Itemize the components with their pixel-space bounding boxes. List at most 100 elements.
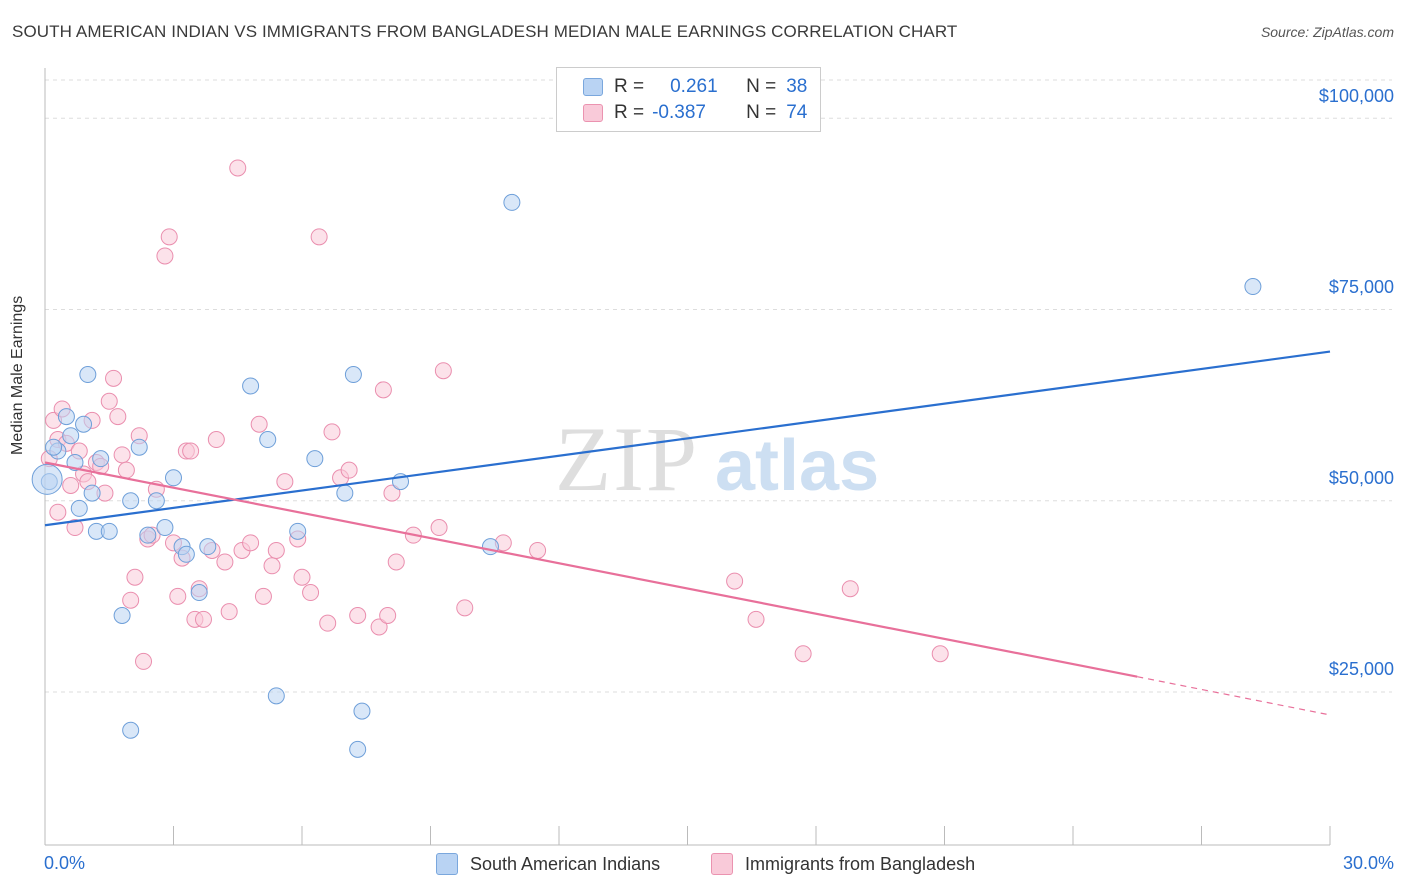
data-point-bangladesh	[122, 591, 140, 609]
data-point-bangladesh	[263, 557, 281, 575]
data-point-bangladesh	[242, 534, 260, 552]
stats-box: R = 0.261 N = 38 R = -0.387 N = 74	[556, 67, 821, 132]
data-point-south-american-indian	[83, 484, 101, 502]
n-value-blue: 38	[786, 76, 808, 97]
x-tick-min: 0.0%	[44, 853, 86, 873]
data-point-bangladesh	[747, 610, 765, 628]
data-point-south-american-indian	[165, 469, 182, 487]
data-point-bangladesh	[383, 484, 401, 502]
y-tick-25000: $25,000	[1328, 659, 1394, 679]
r-value-blue: 0.261	[670, 76, 718, 97]
data-point-south-american-indian	[122, 492, 140, 510]
data-point-bangladesh	[529, 541, 547, 559]
data-point-south-american-indian	[31, 463, 63, 495]
data-point-bangladesh	[374, 381, 392, 399]
y-axis-label: Median Male Earnings	[9, 295, 26, 455]
data-point-bangladesh	[434, 362, 452, 380]
data-point-south-american-indian	[289, 522, 307, 540]
data-point-south-american-indian	[336, 484, 354, 502]
data-point-bangladesh	[379, 607, 397, 624]
y-tick-50000: $50,000	[1328, 468, 1394, 488]
data-point-south-american-indian	[349, 740, 367, 758]
data-point-bangladesh	[456, 599, 474, 617]
blue-swatch	[583, 78, 603, 96]
data-point-south-american-indian	[70, 499, 88, 517]
legend-item-south-american-indians: South American Indians	[436, 853, 660, 875]
data-point-bangladesh	[49, 503, 67, 521]
data-point-bangladesh	[387, 553, 405, 571]
data-point-bangladesh	[66, 519, 84, 537]
data-point-bangladesh	[160, 228, 178, 246]
data-point-bangladesh	[105, 369, 123, 387]
data-point-south-american-indian	[130, 438, 148, 456]
r-value-pink: -0.387	[652, 102, 706, 123]
data-point-south-american-indian	[242, 377, 260, 395]
data-point-bangladesh	[340, 461, 358, 479]
trend-lines	[44, 350, 1331, 716]
data-point-south-american-indian	[100, 522, 118, 540]
data-point-bangladesh	[220, 603, 238, 621]
r-label-blue: R =	[614, 76, 645, 97]
pink-swatch	[583, 104, 603, 122]
data-point-bangladesh	[62, 476, 80, 494]
n-label-pink: N =	[746, 102, 777, 123]
trend-line-bangladesh-extension	[1137, 676, 1331, 716]
data-point-south-american-indian	[190, 584, 208, 602]
chart-title: SOUTH AMERICAN INDIAN VS IMMIGRANTS FROM…	[12, 22, 958, 41]
data-point-bangladesh	[254, 587, 272, 605]
data-point-bangladesh	[207, 431, 225, 449]
data-point-bangladesh	[250, 415, 268, 433]
data-point-bangladesh	[726, 572, 744, 590]
data-point-bangladesh	[126, 568, 144, 586]
data-point-bangladesh	[293, 568, 311, 586]
data-point-south-american-indian	[306, 450, 324, 468]
stats-row-pink: R = -0.387 N = 74	[557, 100, 807, 126]
bangladesh-points	[40, 159, 949, 670]
data-point-south-american-indian	[45, 438, 63, 456]
trend-line-bangladesh	[44, 461, 1138, 678]
data-point-bangladesh	[117, 461, 135, 479]
data-point-south-american-indian	[259, 431, 277, 449]
data-point-south-american-indian	[1244, 278, 1262, 296]
svg-text:ZIP: ZIP	[555, 408, 699, 510]
data-point-south-american-indian	[344, 366, 362, 384]
trend-line-south-american-indians	[44, 350, 1331, 527]
source-label: Source: ZipAtlas.com	[1260, 24, 1394, 40]
data-point-south-american-indian	[122, 721, 140, 739]
legend-label-pink: Immigrants from Bangladesh	[745, 853, 976, 874]
data-point-bangladesh	[182, 442, 200, 460]
south-american-indian-points	[31, 193, 1262, 758]
data-point-bangladesh	[267, 541, 285, 559]
data-point-south-american-indian	[156, 519, 174, 537]
data-point-south-american-indian	[92, 450, 110, 468]
data-point-south-american-indian	[62, 427, 80, 445]
data-point-bangladesh	[156, 247, 174, 265]
data-point-bangladesh	[135, 652, 153, 670]
data-point-south-american-indian	[199, 538, 217, 556]
data-point-bangladesh	[109, 408, 127, 426]
data-point-bangladesh	[430, 519, 448, 537]
data-point-bangladesh	[113, 446, 131, 464]
data-point-bangladesh	[349, 607, 367, 624]
data-point-bangladesh	[216, 553, 234, 571]
n-label-blue: N =	[746, 76, 777, 97]
data-point-south-american-indian	[113, 607, 131, 624]
data-point-bangladesh	[100, 392, 118, 410]
data-point-south-american-indian	[503, 193, 521, 211]
data-point-bangladesh	[276, 473, 294, 491]
legend-label-blue: South American Indians	[470, 853, 661, 874]
watermark: ZIP atlas	[555, 408, 879, 510]
data-point-south-american-indian	[139, 526, 157, 544]
data-point-bangladesh	[229, 159, 247, 177]
legend-item-bangladesh: Immigrants from Bangladesh	[711, 853, 975, 875]
y-tick-100000: $100,000	[1318, 86, 1394, 106]
data-point-south-american-indian	[147, 492, 165, 510]
data-point-bangladesh	[841, 580, 859, 598]
data-point-bangladesh	[323, 423, 341, 441]
data-point-bangladesh	[194, 610, 212, 628]
data-point-bangladesh	[169, 587, 187, 605]
x-tick-max: 30.0%	[1342, 853, 1394, 873]
svg-text:atlas: atlas	[715, 426, 879, 506]
data-point-south-american-indian	[267, 687, 285, 705]
